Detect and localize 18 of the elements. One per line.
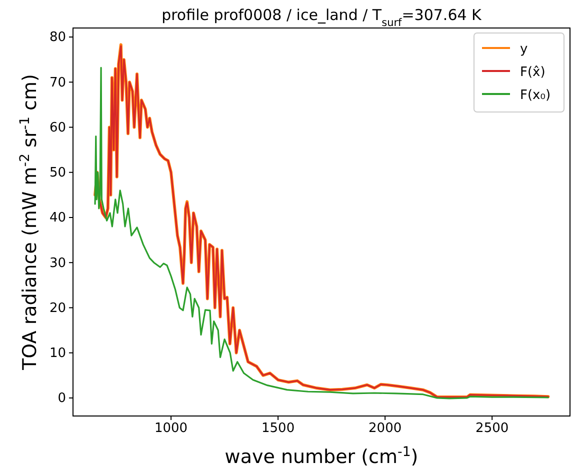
- y-tick-label: 10: [49, 346, 66, 361]
- y-tick-label: 30: [49, 256, 66, 271]
- x-tick-label: 1500: [262, 421, 295, 436]
- y-tick-label: 60: [49, 120, 66, 136]
- y-tick-label: 80: [49, 30, 66, 46]
- x-axis-title: wave number (cm$^{-1}$): [224, 444, 418, 468]
- legend-label: F(x̂): [520, 65, 546, 80]
- x-tick-label: 2000: [368, 421, 402, 436]
- y-tick-label: 70: [49, 75, 66, 90]
- legend-label: F(x₀): [520, 88, 551, 103]
- legend-label: y: [520, 42, 528, 57]
- y-tick-label: 20: [49, 300, 66, 316]
- y-tick-label: 0: [58, 391, 66, 406]
- x-tick-label: 2500: [476, 421, 509, 436]
- y-tick-label: 40: [49, 210, 66, 226]
- y-tick-label: 50: [49, 166, 66, 181]
- x-tick-label: 1000: [154, 421, 188, 436]
- chart-title: profile prof0008 / ice_land / T$_{surf}$=307.64 K: [162, 6, 483, 29]
